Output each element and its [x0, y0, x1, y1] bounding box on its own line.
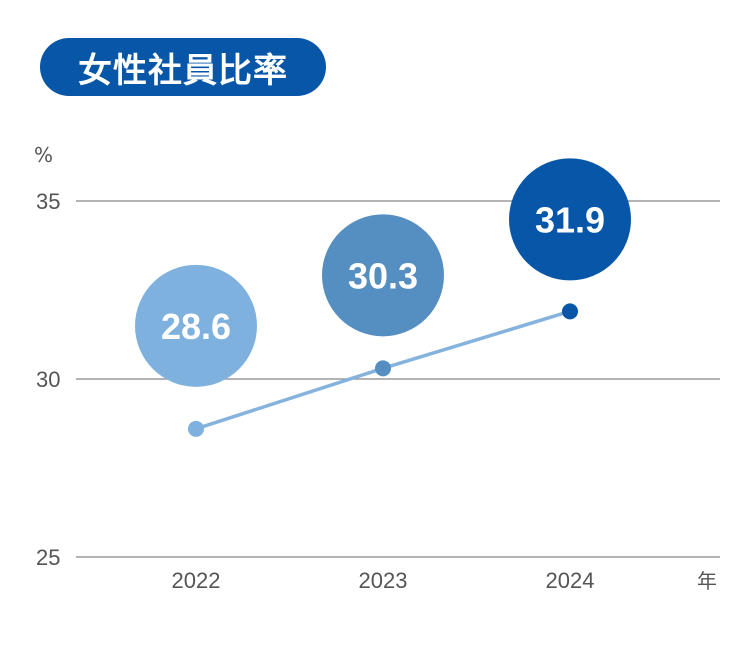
data-point-2023 — [375, 360, 391, 377]
x-tick-2023: 2023 — [359, 568, 408, 593]
value-bubble-2022 — [135, 264, 257, 387]
data-point-2024 — [562, 303, 578, 320]
value-bubble-2023 — [322, 214, 444, 337]
x-unit-label: 年 — [697, 569, 717, 593]
x-tick-labels: 2022 2023 2024 — [172, 568, 595, 593]
y-tick-labels: 25 30 35 — [36, 189, 60, 570]
y-tick-35: 35 — [36, 189, 60, 214]
data-point-layer — [188, 303, 578, 437]
x-tick-2022: 2022 — [172, 568, 221, 593]
data-label-bubble-layer: 28.6 30.3 31.9 — [135, 158, 631, 387]
y-tick-25: 25 — [36, 545, 60, 570]
chart-title: 女性社員比率 — [40, 38, 326, 96]
data-point-2022 — [188, 420, 204, 437]
y-tick-30: 30 — [36, 367, 60, 392]
data-label-2024: 31.9 — [535, 199, 605, 240]
data-label-2022: 28.6 — [161, 306, 231, 347]
data-label-2023: 30.3 — [348, 255, 418, 296]
x-tick-2024: 2024 — [546, 568, 595, 593]
value-bubble-2024 — [509, 158, 631, 281]
y-unit-label: % — [34, 143, 53, 167]
